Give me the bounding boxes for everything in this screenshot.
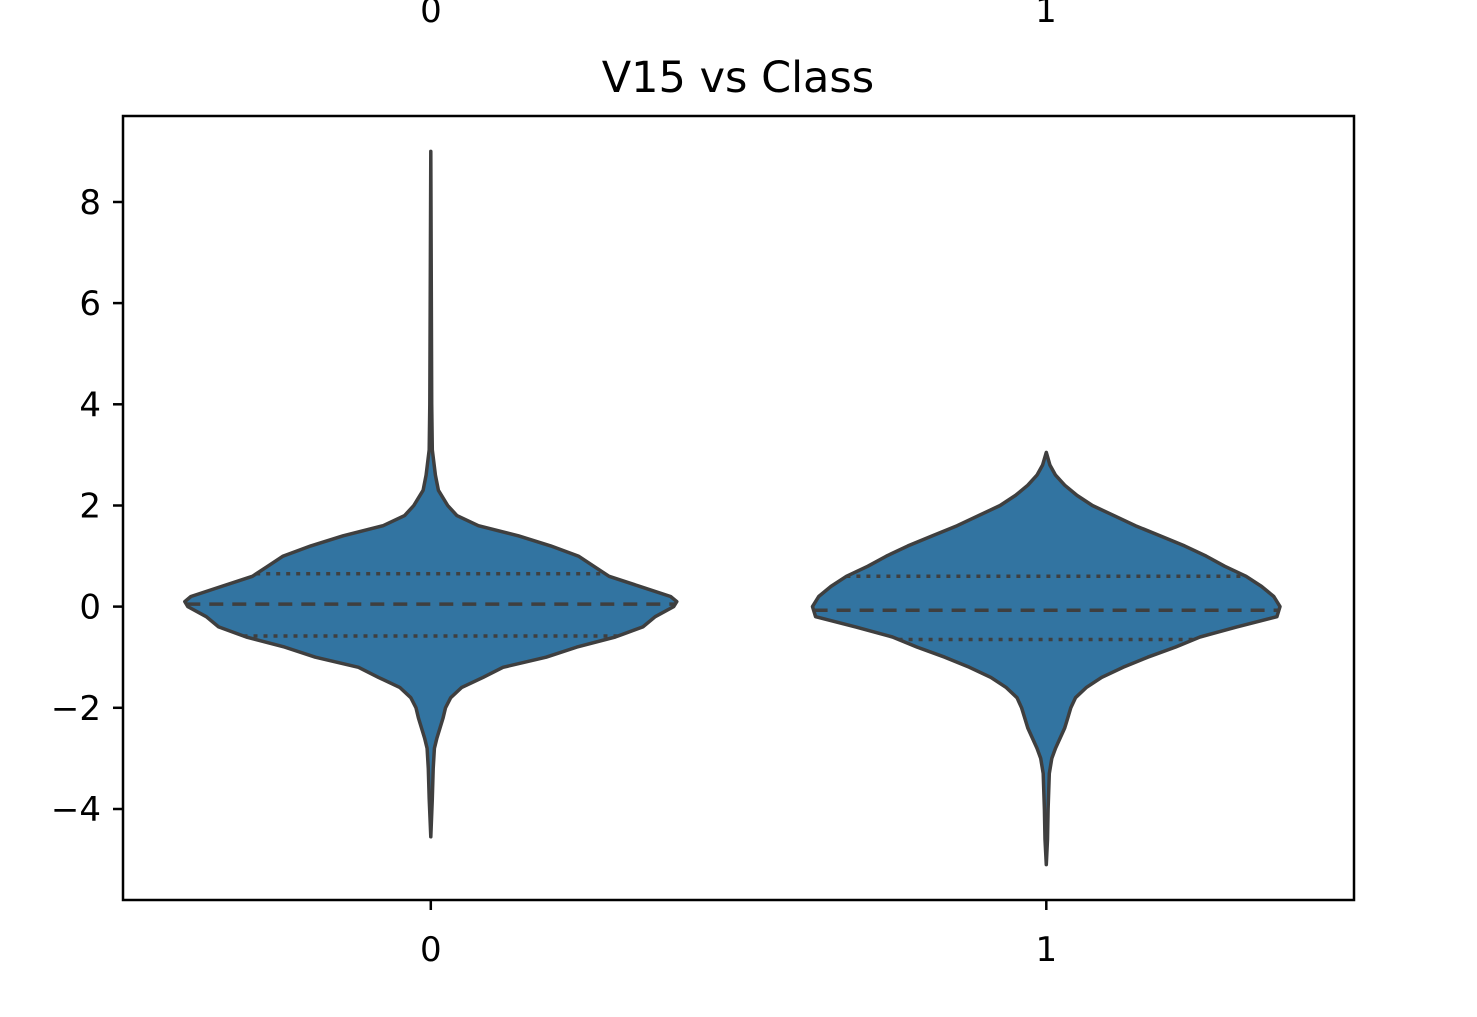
y-tick-label: 6 (79, 284, 101, 324)
y-tick-label: 4 (79, 385, 101, 425)
top-tick-label-0: 0 (420, 0, 442, 31)
x-tick-label: 0 (420, 930, 442, 970)
violin-body-0 (183, 149, 679, 839)
violin-0 (183, 149, 679, 839)
violin-body-1 (810, 450, 1282, 867)
y-tick-label: 0 (79, 588, 101, 628)
y-tick-label: 2 (79, 487, 101, 527)
y-tick-label: −4 (51, 790, 101, 830)
violin-1 (810, 450, 1282, 867)
chart-title: V15 vs Class (602, 53, 874, 103)
violins-layer (183, 149, 1282, 867)
top-tick-label-1: 1 (1035, 0, 1057, 31)
y-axis: −4 −2 0 2 4 6 8 (51, 183, 123, 830)
x-tick-label: 1 (1035, 930, 1057, 970)
y-tick-label: 8 (79, 183, 101, 223)
y-tick-label: −2 (51, 689, 101, 729)
plot-frame (121, 114, 1356, 902)
